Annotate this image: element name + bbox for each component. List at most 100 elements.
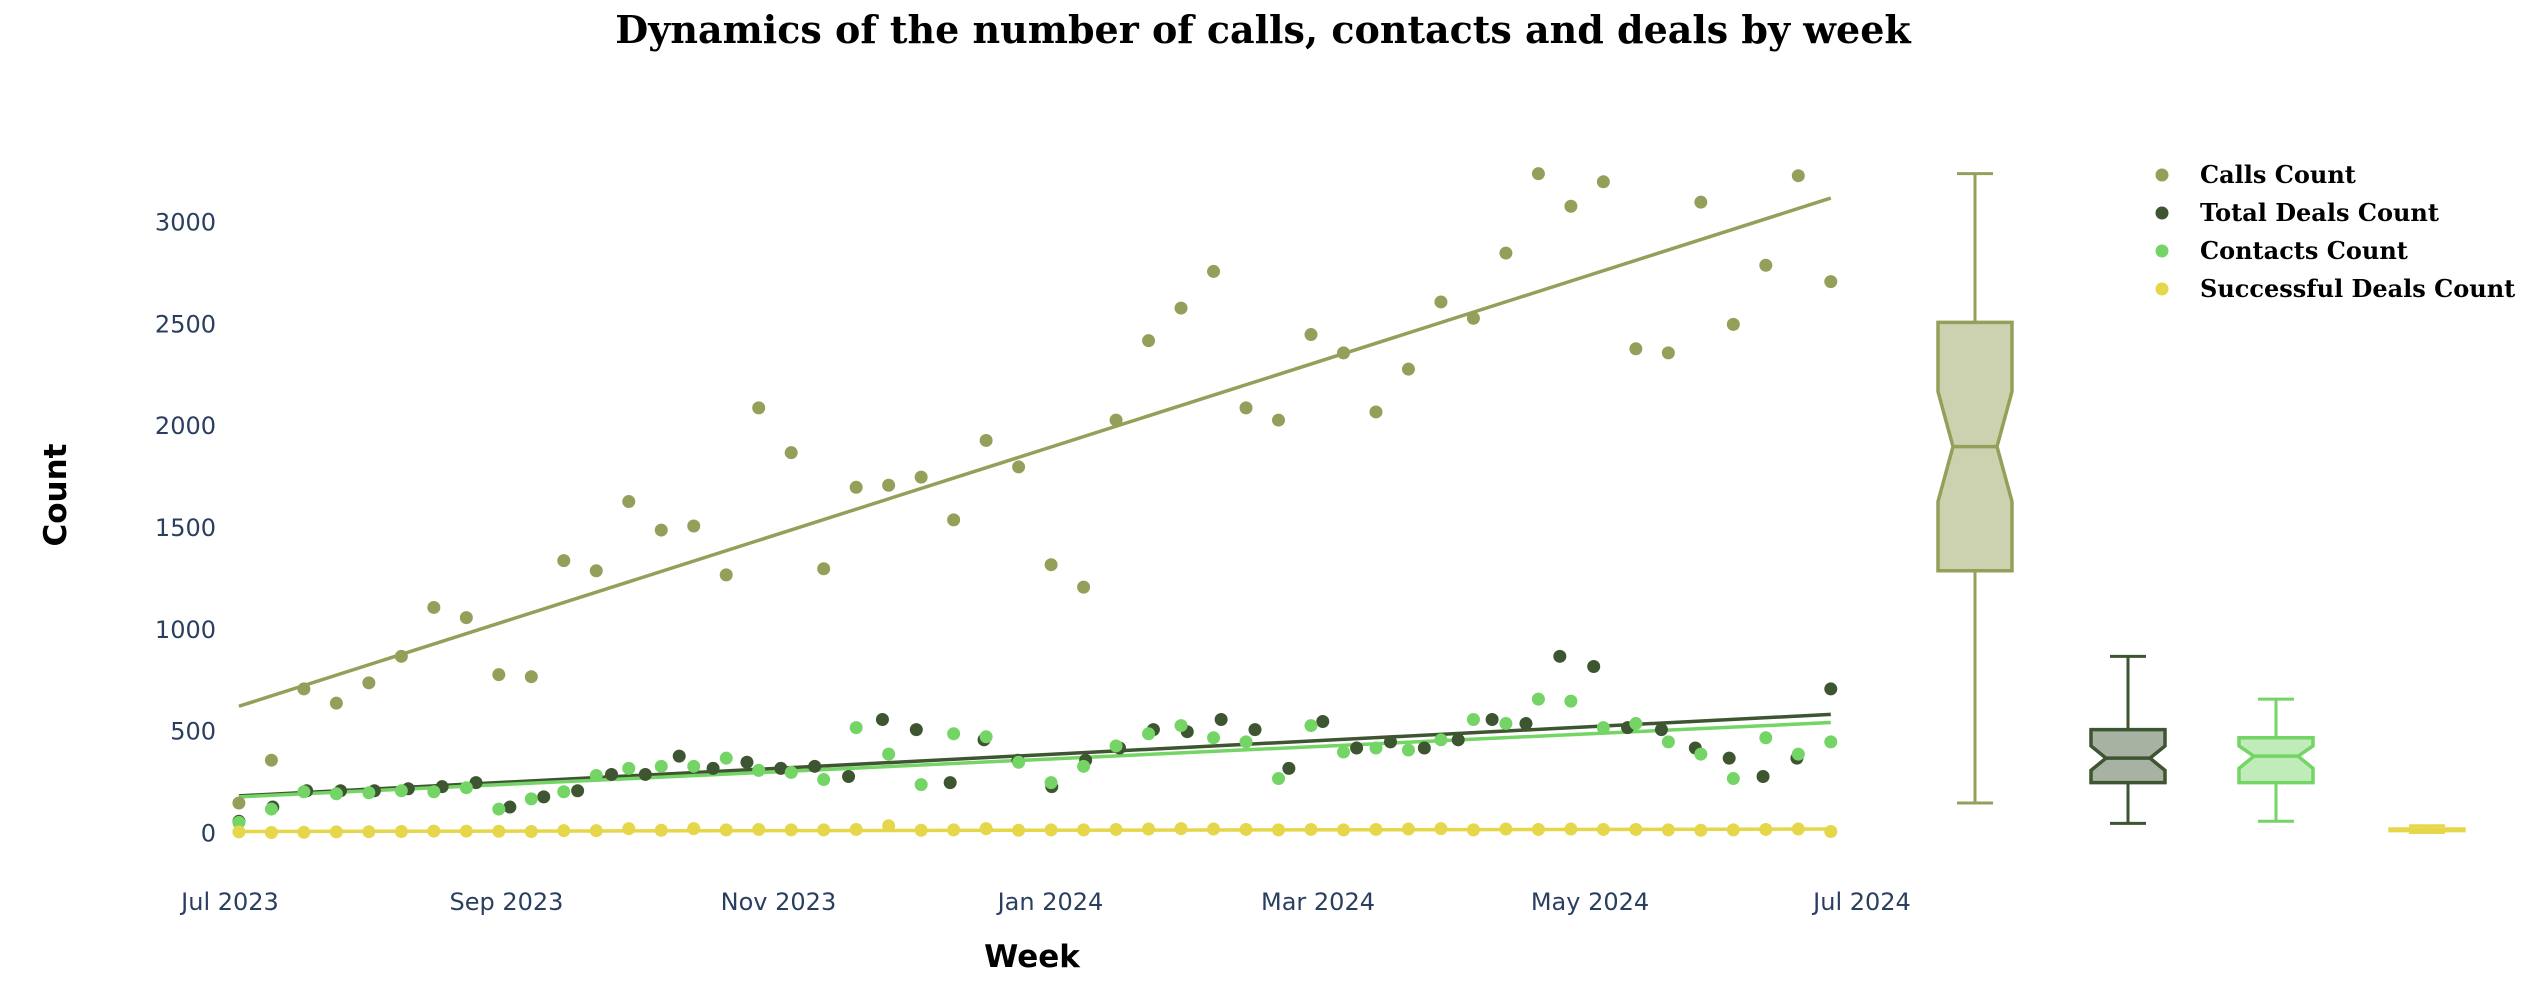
point-contacts-count [1109,739,1123,753]
chart-title: Dynamics of the number of calls, contact… [615,7,1911,52]
point-total-deals-count [1519,717,1533,731]
point-calls-count [1174,301,1188,315]
point-calls-count [882,478,896,492]
point-contacts-count [1694,747,1708,761]
point-contacts-count [1629,717,1643,731]
legend[interactable]: Calls Count Total Deals Count Contacts Cou… [2155,160,2516,303]
point-contacts-count [1531,692,1545,706]
point-successful-deals-count [329,825,343,839]
point-contacts-count [297,785,311,799]
point-successful-deals-count [1466,823,1480,837]
point-calls-count [914,470,928,484]
point-total-deals-count [1824,682,1838,696]
point-contacts-count [1759,731,1773,745]
point-calls-count [1694,195,1708,209]
trend-line-total-deals-count [238,712,1831,798]
point-total-deals-count [1587,660,1601,674]
point-calls-count [1564,199,1578,213]
point-successful-deals-count [1564,822,1578,836]
point-successful-deals-count [264,826,278,840]
point-successful-deals-count [622,822,636,836]
point-contacts-count [979,730,993,744]
point-calls-count [1499,246,1513,260]
point-successful-deals-count [849,822,863,836]
point-contacts-count [1401,743,1415,757]
point-contacts-count [1142,727,1156,741]
point-total-deals-count [1553,649,1567,663]
point-calls-count [427,600,441,614]
point-successful-deals-count [1499,822,1513,836]
point-calls-count [817,562,831,576]
point-successful-deals-count [752,822,766,836]
point-contacts-count [622,761,636,775]
point-calls-count [1531,167,1545,181]
point-successful-deals-count [1726,823,1740,837]
point-total-deals-count [1316,715,1330,729]
point-contacts-count [1499,717,1513,731]
point-successful-deals-count [1791,822,1805,836]
point-calls-count [752,401,766,415]
point-successful-deals-count [979,822,993,836]
point-calls-count [362,676,376,690]
point-contacts-count [1824,735,1838,749]
point-total-deals-count [1350,741,1364,755]
point-total-deals-count [469,776,483,790]
point-calls-count [1759,258,1773,272]
point-total-deals-count [909,723,923,737]
point-calls-count [849,480,863,494]
point-successful-deals-count [362,825,376,839]
point-calls-count [947,513,961,527]
point-calls-count [687,519,701,533]
point-calls-count [329,696,343,710]
point-calls-count [1596,175,1610,189]
point-total-deals-count [1214,712,1228,726]
point-calls-count [1272,413,1286,427]
point-calls-count [1824,275,1838,289]
point-successful-deals-count [589,824,603,838]
point-successful-deals-count [1531,822,1545,836]
point-calls-count [1077,580,1091,594]
point-total-deals-count [503,800,517,814]
point-calls-count [1466,311,1480,325]
point-successful-deals-count [1207,822,1221,836]
point-calls-count [1012,460,1026,474]
point-contacts-count [362,786,376,800]
point-contacts-count [849,721,863,735]
point-contacts-count [752,763,766,777]
point-total-deals-count [604,767,618,781]
point-total-deals-count [537,790,551,804]
point-contacts-count [1661,735,1675,749]
x-tick-label: Jul 2024 [1811,888,1911,916]
point-calls-count [492,668,506,682]
point-successful-deals-count [947,823,961,837]
point-contacts-count [882,747,896,761]
y-tick-label: 3000 [155,209,216,237]
legend-marker-successful-deals-count [2155,282,2169,296]
point-total-deals-count [571,784,585,798]
point-calls-count [1661,346,1675,360]
point-calls-count [524,670,538,684]
point-contacts-count [329,787,343,801]
point-contacts-count [557,785,571,799]
point-contacts-count [524,792,538,806]
point-calls-count [1304,328,1318,342]
x-axis-title: Week [984,939,1081,975]
legend-marker-calls-count [2155,168,2169,182]
point-contacts-count [1174,719,1188,733]
point-total-deals-count [1756,769,1770,783]
point-contacts-count [654,759,668,773]
point-successful-deals-count [882,819,896,833]
point-successful-deals-count [394,824,408,838]
legend-label-contacts-count: Contacts Count [2200,236,2408,265]
point-calls-count [1207,264,1221,278]
point-calls-count [1401,362,1415,376]
x-tick-label: May 2024 [1531,888,1649,916]
point-contacts-count [1791,747,1805,761]
point-calls-count [264,753,278,767]
point-successful-deals-count [687,822,701,836]
legend-label-total-deals-count: Total Deals Count [2200,198,2439,227]
y-tick-label: 500 [170,718,216,746]
point-contacts-count [232,815,246,829]
point-calls-count [979,433,993,447]
